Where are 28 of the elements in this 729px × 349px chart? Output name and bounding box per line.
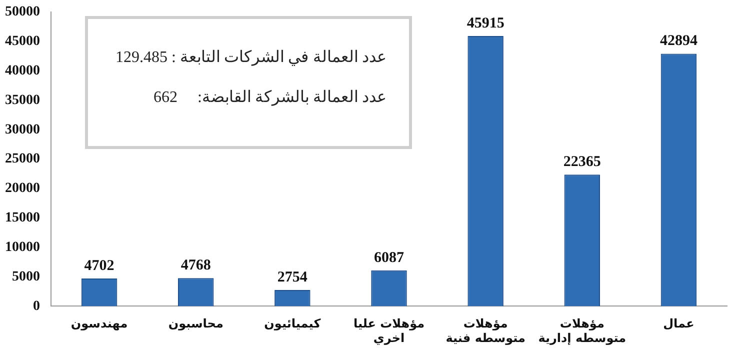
y-tick-label: 40000 — [5, 63, 40, 78]
x-tick-label: مؤهلات متوسطه إدارية — [538, 316, 626, 345]
y-tick-label: 50000 — [5, 4, 40, 20]
annotation: عدد العمالة في الشركات التابعة : 129.485 — [114, 48, 387, 67]
x-tick-label: مؤهلات عليا اخري — [353, 316, 425, 345]
data-label: 6087 — [374, 250, 404, 266]
y-tick-label: 35000 — [5, 92, 40, 108]
data-label: 4702 — [84, 258, 114, 274]
data-label: 4768 — [180, 258, 211, 274]
note-box: عدد العمالة في الشركات التابعة : 129.485 عدد العمالة بالشركة القابضة: 662 — [85, 16, 412, 149]
data-label: 42894 — [660, 33, 698, 50]
y-tick-label: 30000 — [5, 122, 40, 138]
y-tick-label: 20000 — [5, 181, 40, 196]
data-label: 22365 — [563, 154, 601, 170]
y-tick-label: 0 — [33, 298, 40, 314]
x-tick-label: مهندسون — [70, 316, 128, 331]
data-label: 45915 — [466, 15, 504, 32]
y-tick-label: 15000 — [5, 210, 40, 226]
y-tick-label: 10000 — [5, 240, 40, 255]
data-label: 2754 — [277, 269, 308, 286]
x-tick-label: عمال — [663, 316, 694, 331]
y-tick-label: 25000 — [5, 152, 40, 167]
x-tick-label: مؤهلات متوسطه فنية — [446, 316, 526, 345]
x-tick-label: محاسبون — [168, 316, 224, 331]
y-tick-label: 5000 — [12, 269, 40, 284]
y-tick-label: 45000 — [5, 34, 40, 50]
x-tick-label: كيميائيون — [264, 316, 321, 331]
annotation: عدد العمالة بالشركة القابضة: 662 — [152, 88, 387, 107]
